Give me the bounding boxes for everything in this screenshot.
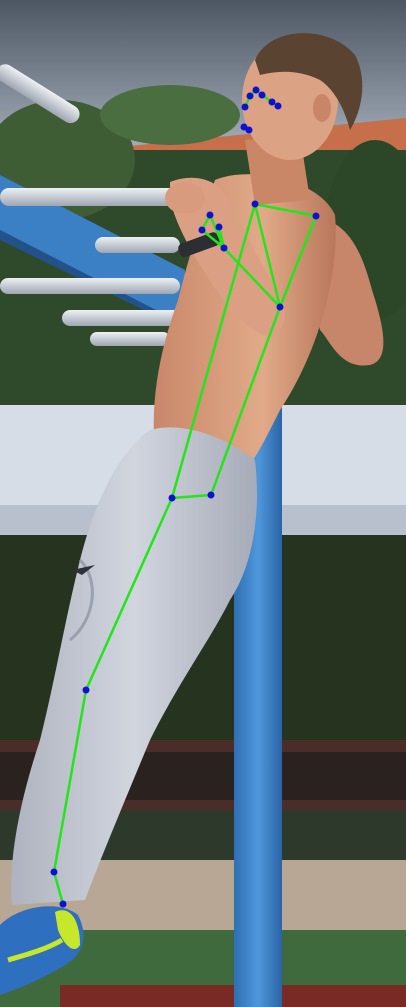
shoe-accent: [55, 910, 80, 950]
skeleton-line: [170, 493, 213, 500]
ear: [313, 94, 331, 122]
keypoint-right-hip: [207, 491, 215, 499]
keypoint-left-hip: [168, 494, 176, 502]
keypoint-mouth-right: [245, 126, 253, 134]
keypoint-left-eye: [258, 91, 266, 99]
pants-fold: [69, 558, 94, 642]
bar-1: [0, 64, 80, 124]
skeleton-line: [170, 202, 257, 500]
keypoint-right-ear: [241, 103, 249, 111]
hand: [165, 182, 205, 214]
keypoint-left-wrist-2: [198, 226, 206, 234]
front-arm: [170, 177, 285, 336]
bar-3: [95, 237, 180, 253]
skeleton-line: [253, 202, 282, 309]
keypoint-left-wrist: [206, 211, 214, 219]
skeleton-line: [84, 496, 174, 692]
skeleton-line: [253, 202, 318, 218]
keypoint-left-knee: [82, 686, 90, 694]
fence-bottom: [0, 800, 406, 810]
keypoint-left-ear: [268, 98, 276, 106]
skeleton-line: [200, 228, 226, 250]
skeleton-line: [278, 214, 318, 309]
rubber-mat: [60, 985, 406, 1007]
skeleton-line: [209, 305, 282, 497]
skeleton-line: [52, 688, 88, 874]
keypoint-right-wrist: [215, 223, 223, 231]
keypoint-left-foot: [59, 900, 67, 908]
hair: [255, 33, 363, 130]
bar-2: [0, 188, 185, 206]
keypoint-left-ear-2: [274, 102, 282, 110]
skeleton-line: [222, 246, 282, 309]
keypoint-left-ankle: [50, 868, 58, 876]
bar-6: [90, 332, 170, 346]
keypoint-left-elbow: [220, 244, 228, 252]
pants: [11, 427, 258, 905]
bar-5: [62, 310, 182, 326]
pose-keypoints: [50, 86, 320, 908]
bar-4: [0, 278, 180, 294]
pants-logo: [72, 565, 95, 575]
keypoint-right-shoulder: [312, 212, 320, 220]
shoe-swoosh: [7, 937, 64, 963]
skeleton-line: [217, 225, 226, 250]
tree-mid: [100, 85, 240, 145]
keypoint-right-elbow: [276, 303, 284, 311]
keypoint-right-eye: [252, 86, 260, 94]
athlete: [0, 33, 384, 995]
keypoint-nose: [246, 92, 254, 100]
keypoint-left-shoulder: [251, 200, 259, 208]
wristband: [178, 232, 220, 258]
skeleton-line: [52, 870, 65, 906]
